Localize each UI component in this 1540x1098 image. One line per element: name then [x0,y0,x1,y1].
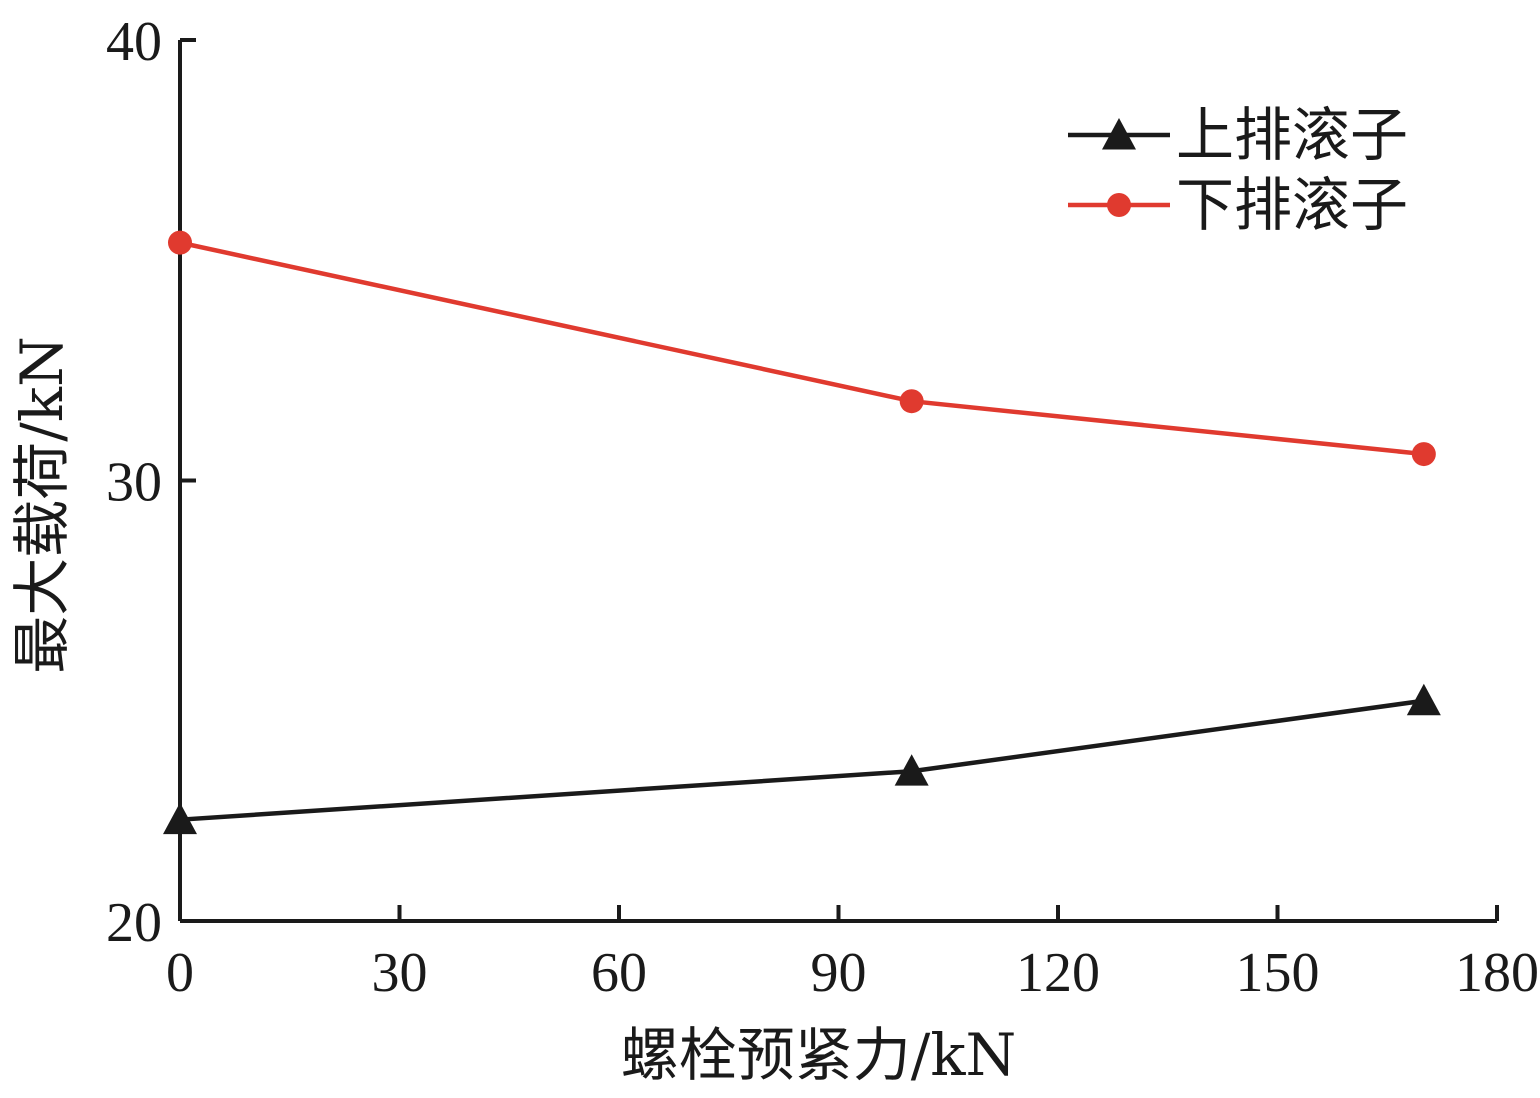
x-tick-label: 60 [591,942,647,1004]
y-axis-label: 最大载荷/kN [8,336,76,673]
x-tick-label: 0 [166,942,194,1004]
legend-label: 上排滚子 [1176,101,1408,169]
series-layer [163,230,1441,835]
x-tick-label: 30 [372,942,428,1004]
data-point-triangle [894,754,929,786]
series-line [179,240,1425,457]
data-point-triangle [163,802,197,835]
x-tick-label: 150 [1236,942,1320,1004]
x-tick-label: 120 [1016,942,1100,1004]
x-tick-label: 180 [1455,942,1539,1004]
series-1 [168,230,1436,467]
data-point-triangle [1406,683,1441,716]
legend-label: 下排滚子 [1176,171,1408,239]
x-tick-label: 90 [811,942,867,1004]
data-point-circle [1411,442,1436,467]
data-point-circle [168,230,192,255]
legend-marker [1107,193,1131,217]
x-axis-label: 螺栓预紧力/kN [621,1021,1016,1089]
y-tick-label: 40 [106,11,162,73]
y-tick-label: 20 [106,892,162,954]
ticks: 0 30 60 90 120 150 180 20 30 40 [106,11,1539,1004]
series-line [179,698,1425,822]
data-point-circle [899,389,924,414]
series-0 [163,683,1441,835]
legend-marker [1102,118,1136,150]
legend-item: 上排滚子 [1068,101,1408,169]
legend-item: 下排滚子 [1068,171,1408,239]
y-tick-label: 30 [106,452,162,514]
